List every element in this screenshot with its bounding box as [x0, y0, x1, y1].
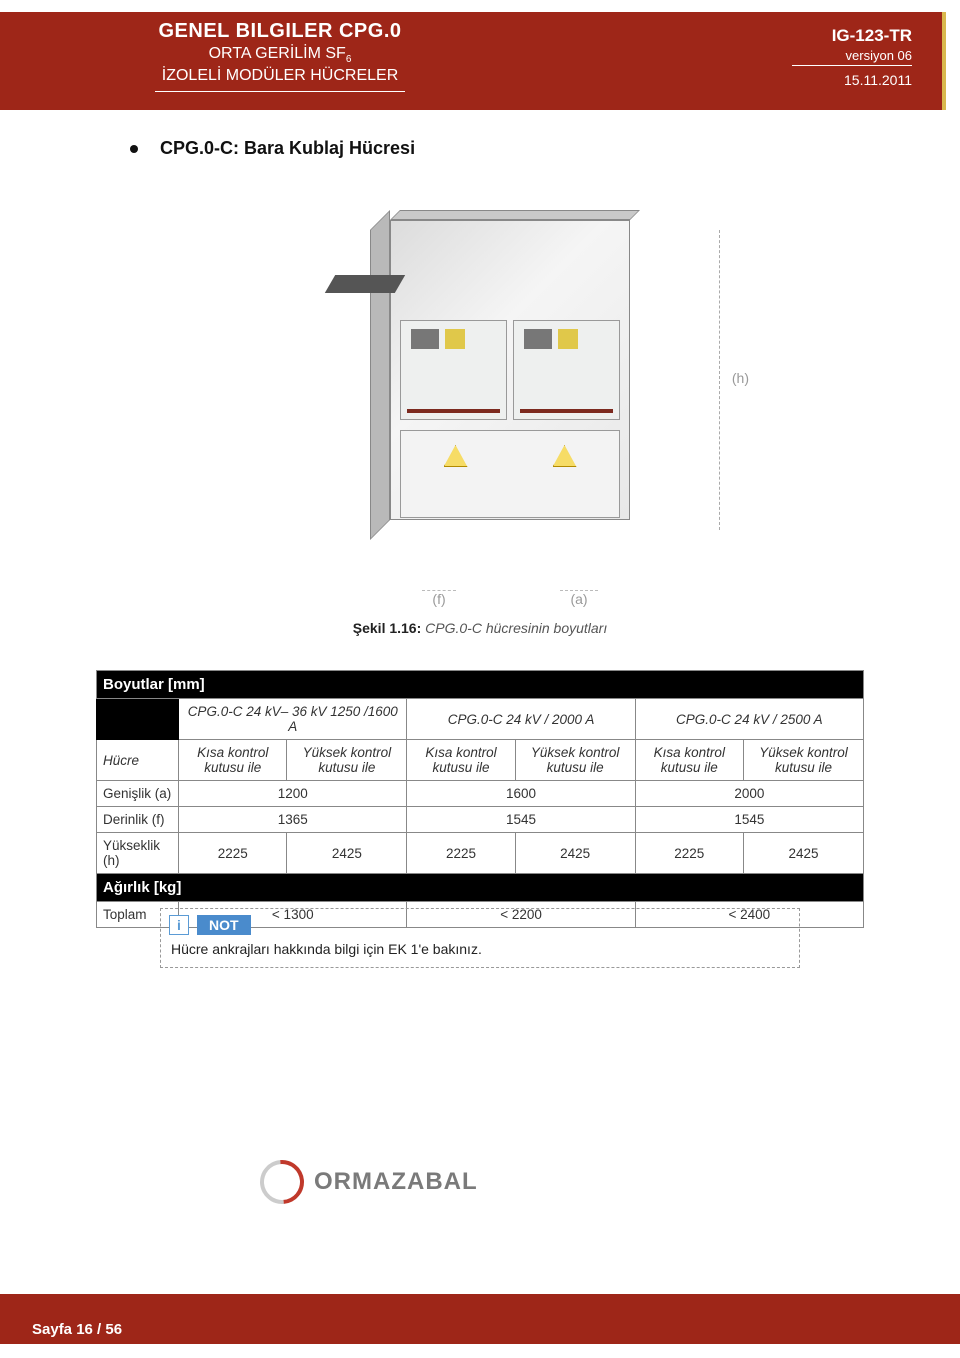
panel-control-icon	[524, 329, 552, 349]
header-title-block: GENEL BILGILER CPG.0 ORTA GERİLİM SF6 İZ…	[140, 20, 420, 92]
cabinet-top	[390, 210, 640, 220]
doc-code: IG-123-TR	[792, 26, 912, 46]
panel-control-icon	[558, 329, 578, 349]
logo-block: ORMAZABAL	[260, 1160, 478, 1204]
header-underline	[155, 91, 405, 92]
panel-control-icon	[445, 329, 465, 349]
panel-stripe	[407, 409, 500, 413]
warning-triangle-icon	[553, 445, 577, 467]
cubicle-drawing	[370, 220, 650, 580]
header-title-line2-sub: 6	[346, 54, 352, 65]
table-blank	[97, 699, 179, 740]
figure-area: (h) (f) (a)	[200, 190, 760, 620]
panel-right	[513, 320, 620, 420]
header-right-block: IG-123-TR versiyon 06 15.11.2011	[792, 26, 912, 88]
table-colgroup-3: CPG.0-C 24 kV / 2500 A	[635, 699, 863, 740]
footer-page-prefix: Sayfa	[32, 1321, 76, 1338]
panel-row	[400, 320, 620, 420]
doc-version: versiyon 06	[792, 48, 912, 63]
logo-swirl-icon	[251, 1151, 313, 1213]
warning-triangle-icon	[444, 445, 468, 467]
table-row-hucre-label: Hücre	[97, 740, 179, 781]
footer-page-sep: /	[93, 1321, 106, 1338]
bullet-icon	[130, 145, 138, 153]
table-row: Derinlik (f) 1365 1545 1545	[97, 807, 864, 833]
table-row: Yükseklik (h) 2225 2425 2225 2425 2225 2…	[97, 833, 864, 874]
footer-page-total: 56	[105, 1321, 122, 1338]
dimension-f-label: (f)	[422, 590, 455, 614]
header-title-line2: ORTA GERİLİM SF6	[140, 45, 420, 65]
figure-caption-rest: CPG.0-C hücresinin boyutları	[421, 620, 607, 636]
table-subcol-yuksek: Yüksek kontrol kutusu ile	[743, 740, 863, 781]
panel-stripe	[520, 409, 613, 413]
table-cell-label: Yükseklik (h)	[97, 833, 179, 874]
footer-page-num: 16	[76, 1321, 93, 1338]
busbar-rod	[325, 275, 405, 293]
table-header-dims: Boyutlar [mm]	[97, 671, 864, 699]
logo-text: ORMAZABAL	[314, 1168, 478, 1196]
panel-control-icon	[411, 329, 439, 349]
table-cell: 2425	[287, 833, 407, 874]
table-cell: 1365	[179, 807, 407, 833]
table-colgroup-1: CPG.0-C 24 kV– 36 kV 1250 /1600 A	[179, 699, 407, 740]
header-title-line3: İZOLELİ MODÜLER HÜCRELER	[140, 67, 420, 85]
footer-band: Sayfa 16 / 56	[0, 1294, 960, 1344]
table-subcol-kisa: Kısa kontrol kutusu ile	[635, 740, 743, 781]
header-band: GENEL BILGILER CPG.0 ORTA GERİLİM SF6 İZ…	[0, 12, 946, 110]
table-cell: 2000	[635, 781, 863, 807]
header-title-line2-pre: ORTA GERİLİM SF	[209, 45, 346, 62]
table-cell: 2225	[179, 833, 287, 874]
note-body: Hücre ankrajları hakkında bilgi için EK …	[161, 937, 799, 967]
footer-page: Sayfa 16 / 56	[32, 1321, 122, 1338]
dimension-bottom: (f) (a)	[370, 590, 650, 614]
note-box: i NOT Hücre ankrajları hakkında bilgi iç…	[160, 908, 800, 968]
table-header-weight: Ağırlık [kg]	[97, 874, 864, 902]
table-row: Genişlik (a) 1200 1600 2000	[97, 781, 864, 807]
table-cell: 2225	[635, 833, 743, 874]
table-cell: 1545	[407, 807, 635, 833]
note-title: NOT	[197, 915, 251, 935]
cabinet-side	[370, 210, 390, 540]
panel-left	[400, 320, 507, 420]
table-subcol-yuksek: Yüksek kontrol kutusu ile	[515, 740, 635, 781]
section-heading: CPG.0-C: Bara Kublaj Hücresi	[130, 138, 415, 159]
dimension-h: (h)	[690, 230, 720, 530]
table-cell: 1200	[179, 781, 407, 807]
table-subcol-yuksek: Yüksek kontrol kutusu ile	[287, 740, 407, 781]
dimension-a-label: (a)	[560, 590, 597, 614]
dimensions-table: Boyutlar [mm] CPG.0-C 24 kV– 36 kV 1250 …	[96, 670, 864, 928]
info-icon: i	[169, 915, 189, 935]
figure-caption: Şekil 1.16: CPG.0-C hücresinin boyutları	[0, 620, 960, 636]
table-cell: 1545	[635, 807, 863, 833]
table-subcol-kisa: Kısa kontrol kutusu ile	[179, 740, 287, 781]
table-colgroup-2: CPG.0-C 24 kV / 2000 A	[407, 699, 635, 740]
dimension-h-label: (h)	[732, 370, 749, 386]
doc-version-underline	[792, 65, 912, 66]
doc-date: 15.11.2011	[792, 72, 912, 88]
table-cell: 2425	[743, 833, 863, 874]
table-cell: 2425	[515, 833, 635, 874]
table-cell-label: Genişlik (a)	[97, 781, 179, 807]
table-cell-label: Derinlik (f)	[97, 807, 179, 833]
table-cell: 1600	[407, 781, 635, 807]
table-cell: 2225	[407, 833, 515, 874]
section-heading-text: CPG.0-C: Bara Kublaj Hücresi	[160, 138, 415, 159]
note-header: i NOT	[161, 909, 799, 937]
table-subcol-kisa: Kısa kontrol kutusu ile	[407, 740, 515, 781]
figure-caption-bold: Şekil 1.16:	[353, 620, 422, 636]
header-title-line1: GENEL BILGILER CPG.0	[140, 20, 420, 43]
cabinet-base	[400, 430, 620, 518]
